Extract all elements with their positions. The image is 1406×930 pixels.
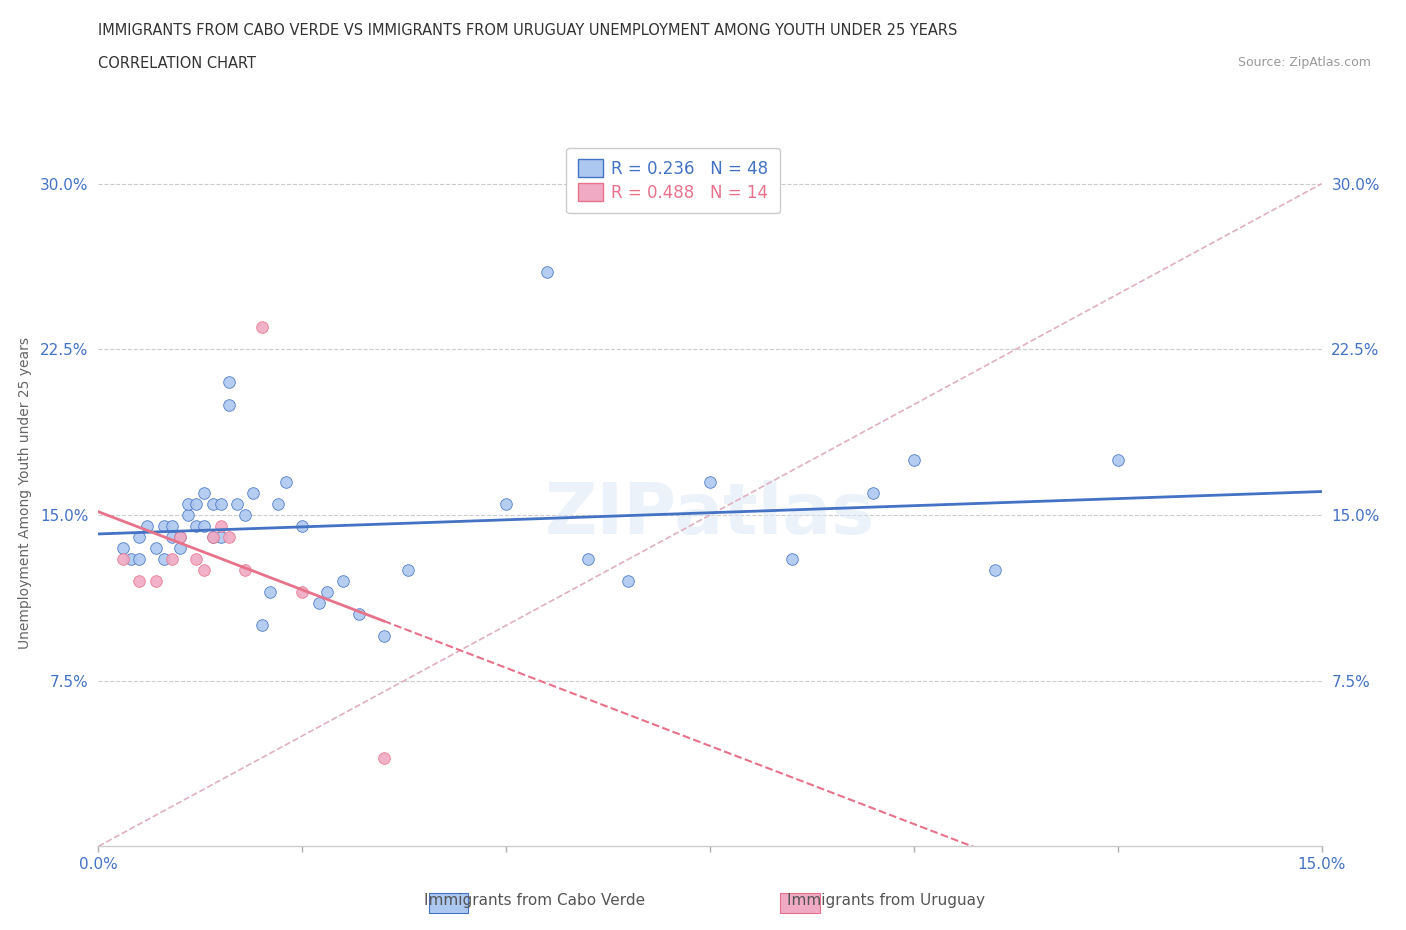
Point: [177, 497, 200, 512]
Point: [111, 540, 134, 555]
Point: [169, 540, 191, 555]
Point: [201, 530, 224, 545]
Point: [193, 563, 215, 578]
Point: [903, 452, 925, 467]
Point: [152, 551, 174, 566]
Point: [186, 497, 208, 512]
Point: [128, 551, 150, 566]
Point: [291, 519, 314, 534]
Text: ZIPatlas: ZIPatlas: [546, 480, 875, 549]
Point: [250, 618, 273, 633]
Point: [349, 607, 371, 622]
Point: [169, 530, 191, 545]
Point: [699, 474, 721, 489]
Legend: R = 0.236   N = 48, R = 0.488   N = 14: R = 0.236 N = 48, R = 0.488 N = 14: [567, 148, 780, 213]
Point: [250, 320, 273, 335]
Point: [396, 563, 419, 578]
Point: [267, 497, 290, 512]
Point: [136, 519, 159, 534]
Point: [160, 519, 183, 534]
Point: [242, 485, 264, 500]
Point: [291, 585, 314, 600]
Point: [193, 485, 215, 500]
Point: [145, 540, 167, 555]
Point: [160, 530, 183, 545]
Point: [201, 497, 224, 512]
Point: [160, 551, 183, 566]
Point: [233, 508, 256, 523]
Point: [201, 530, 224, 545]
Point: [373, 751, 395, 765]
Text: Immigrants from Cabo Verde: Immigrants from Cabo Verde: [423, 893, 645, 908]
Point: [209, 497, 232, 512]
Point: [111, 551, 134, 566]
Point: [233, 563, 256, 578]
Text: IMMIGRANTS FROM CABO VERDE VS IMMIGRANTS FROM URUGUAY UNEMPLOYMENT AMONG YOUTH U: IMMIGRANTS FROM CABO VERDE VS IMMIGRANTS…: [98, 23, 957, 38]
Y-axis label: Unemployment Among Youth under 25 years: Unemployment Among Youth under 25 years: [18, 337, 32, 649]
Point: [495, 497, 517, 512]
Point: [259, 585, 281, 600]
Point: [308, 596, 330, 611]
Point: [177, 508, 200, 523]
Point: [152, 519, 174, 534]
Point: [862, 485, 884, 500]
Point: [169, 530, 191, 545]
Point: [209, 530, 232, 545]
Point: [1107, 452, 1129, 467]
Point: [120, 551, 142, 566]
Point: [576, 551, 599, 566]
Text: Source: ZipAtlas.com: Source: ZipAtlas.com: [1237, 56, 1371, 69]
Point: [218, 530, 240, 545]
Point: [186, 551, 208, 566]
Point: [617, 574, 640, 589]
Point: [984, 563, 1007, 578]
Point: [218, 397, 240, 412]
Point: [145, 574, 167, 589]
Text: CORRELATION CHART: CORRELATION CHART: [98, 56, 256, 71]
Point: [315, 585, 337, 600]
Point: [536, 265, 558, 280]
Point: [128, 530, 150, 545]
Point: [186, 519, 208, 534]
Point: [193, 519, 215, 534]
Point: [226, 497, 249, 512]
Point: [209, 519, 232, 534]
Point: [332, 574, 354, 589]
Point: [128, 574, 150, 589]
Point: [373, 629, 395, 644]
Text: Immigrants from Uruguay: Immigrants from Uruguay: [787, 893, 984, 908]
Point: [218, 375, 240, 390]
Point: [274, 474, 297, 489]
Point: [780, 551, 803, 566]
